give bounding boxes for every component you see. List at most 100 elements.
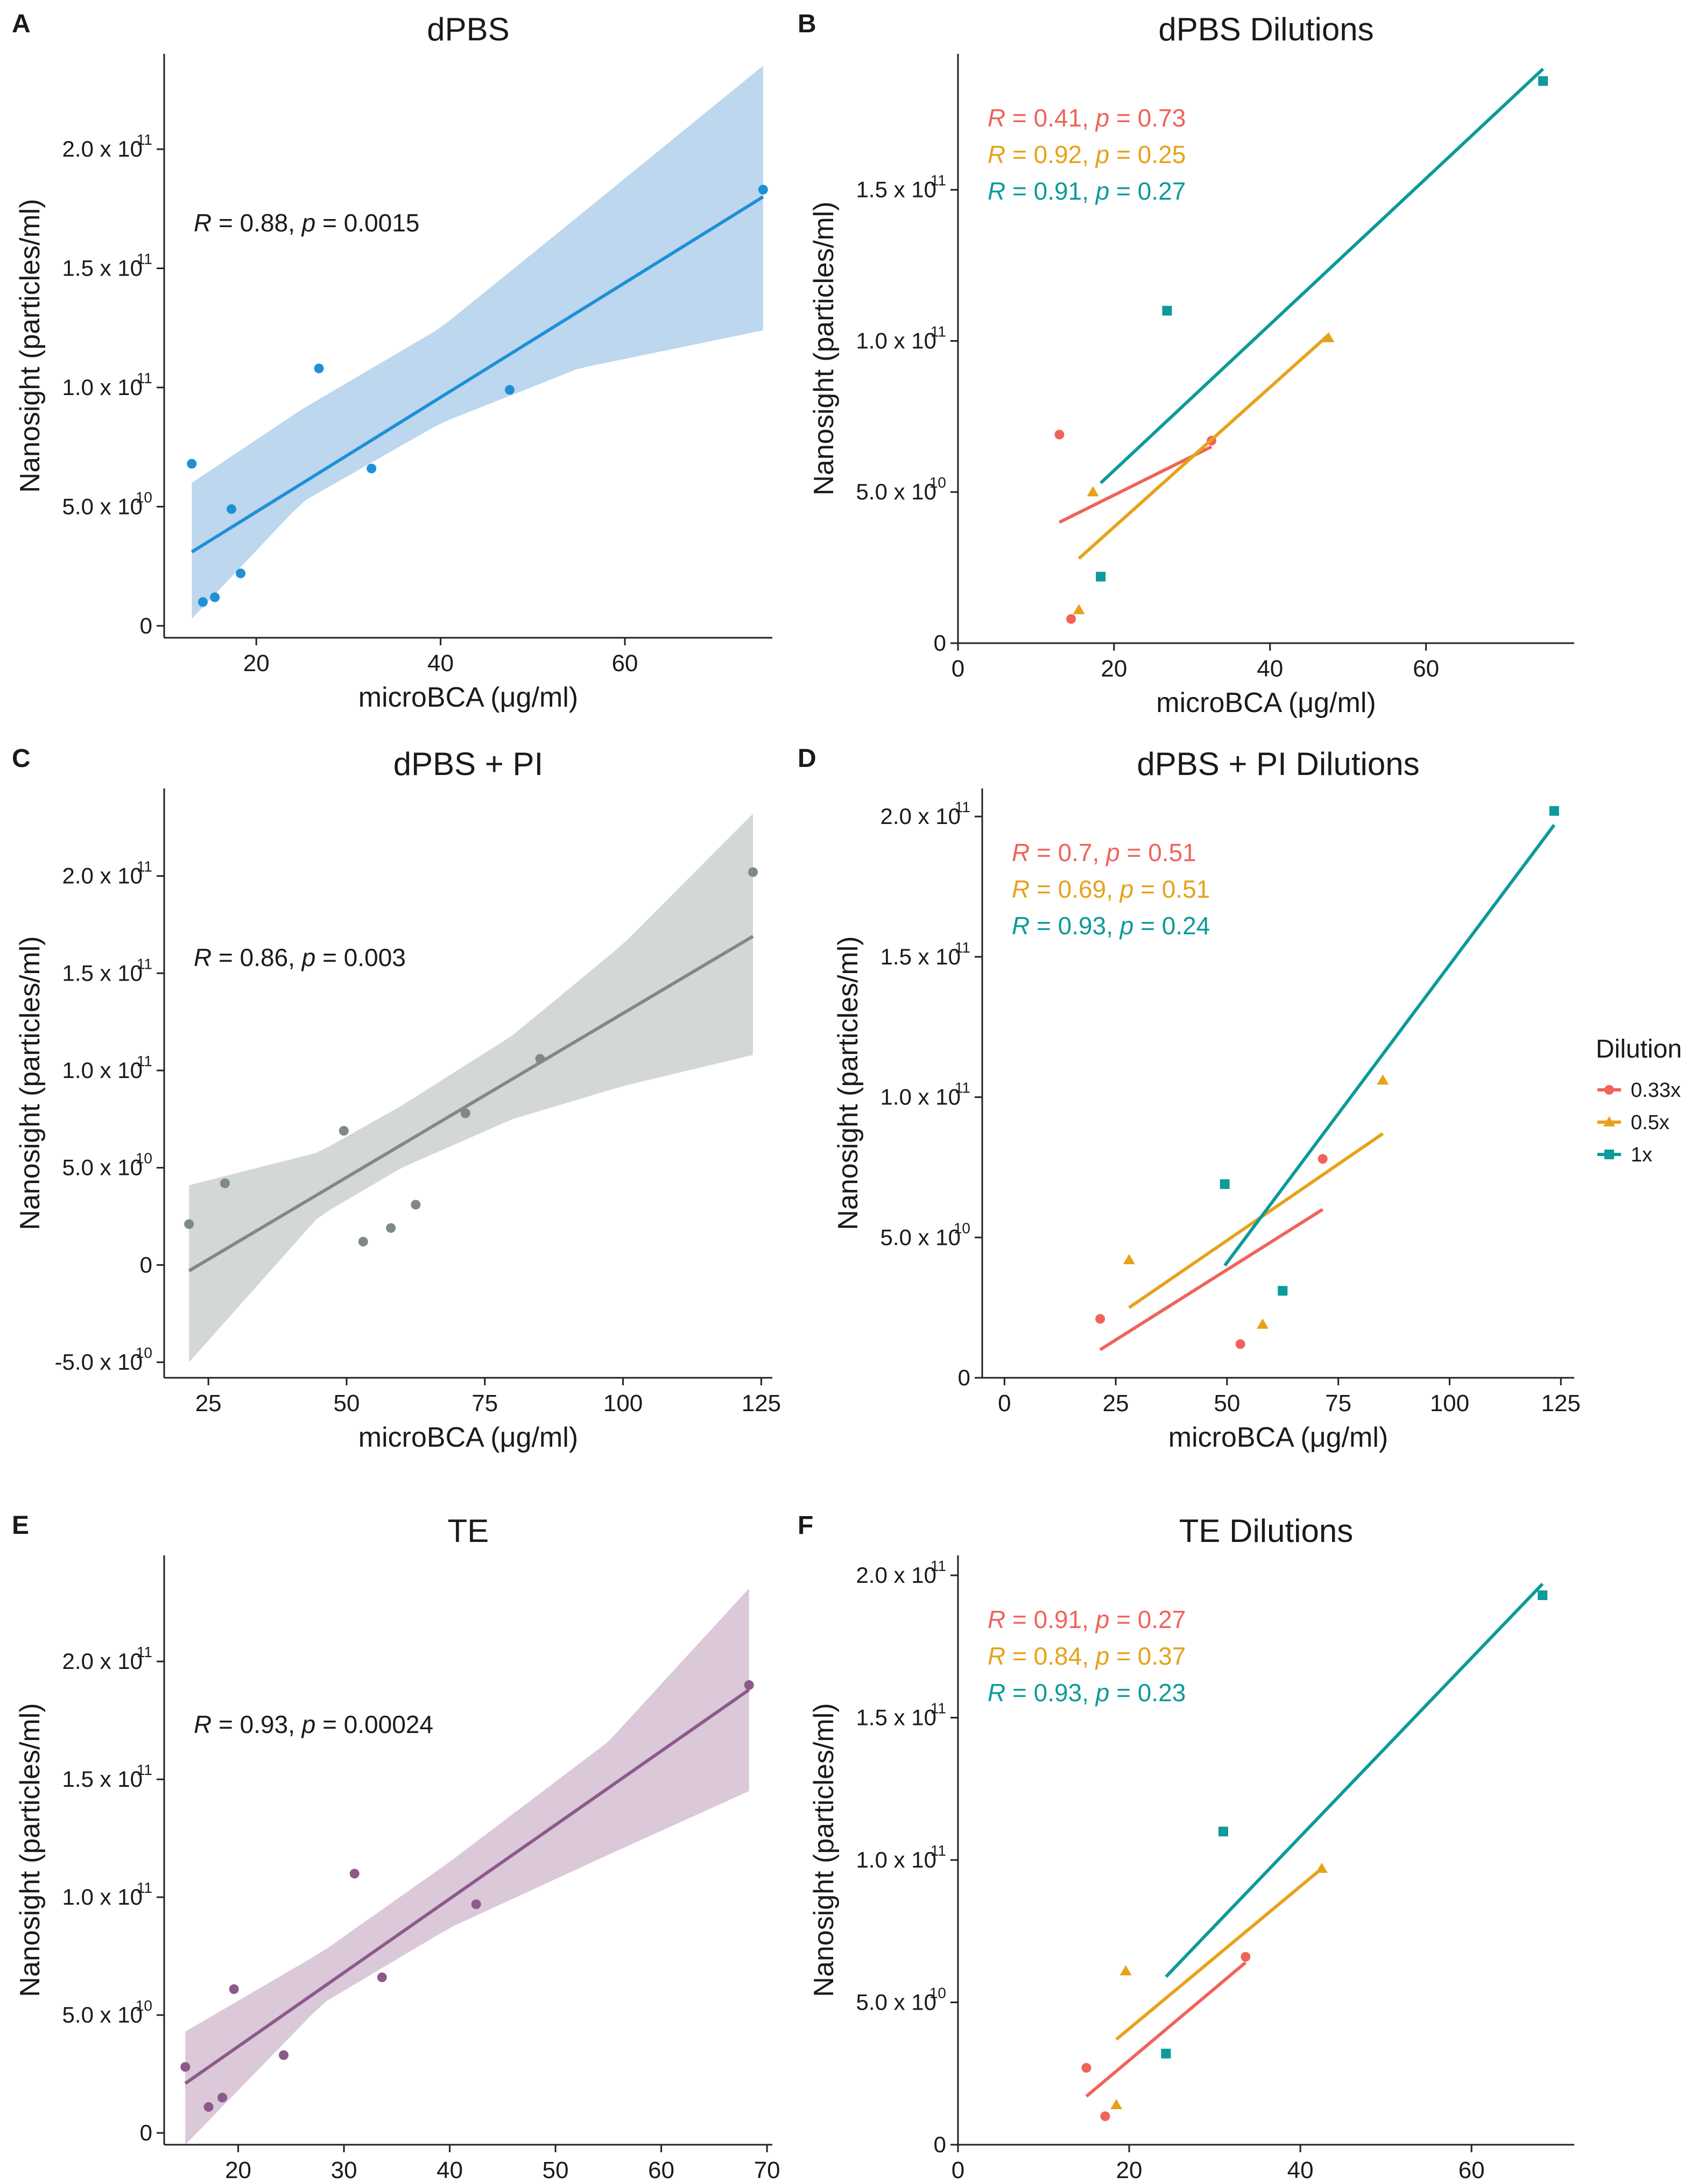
data-point-7 [471,1899,481,1910]
confidence-band [189,814,753,1363]
x-axis-label: microBCA (μg/ml) [1168,1422,1388,1453]
y-tick-exponent-4: 11 [931,1558,946,1574]
y-tick-label-0: 0 [934,630,946,656]
x-axis-label: microBCA (μg/ml) [1156,687,1376,718]
annotation-0: R = 0.88, p = 0.0015 [194,209,420,237]
y-tick-label-1: 5.0 x 10 [62,494,143,519]
x-tick-label-4: 60 [648,2157,674,2183]
chart-title: TE Dilutions [1179,1513,1353,1549]
panel-label: B [798,10,816,38]
data-point-5 [314,363,324,374]
x-tick-label-0: 0 [998,1390,1011,1417]
data-point-0.33x-0 [1054,429,1065,440]
x-tick-label-0: 20 [225,2157,251,2183]
data-point-7 [535,1054,545,1064]
y-tick-exponent-3: 11 [931,1700,946,1717]
data-point-1x-2 [1549,806,1559,816]
data-point-0.33x-0 [1081,2063,1091,2073]
x-tick-label-2: 75 [471,1390,498,1417]
regression-line-1x [1165,1582,1544,1978]
y-tick-exponent-1: 10 [954,1220,970,1236]
data-point-2 [210,592,220,602]
y-tick-label-4: 1.5 x 10 [62,960,143,985]
y-tick-exponent-1: 10 [136,1997,152,2014]
data-point-8 [744,1680,754,1690]
y-tick-exponent-1: 10 [929,1985,946,2002]
data-point-0 [187,459,197,469]
x-tick-label-5: 125 [1541,1390,1580,1417]
annotation-1: R = 0.92, p = 0.25 [988,140,1186,168]
data-point-4 [279,2050,289,2060]
regression-line-0.33x [1085,1961,1247,2098]
x-tick-label-3: 60 [1459,2157,1485,2183]
y-axis-label: Nanosight (particles/ml) [833,936,864,1230]
y-tick-label-2: 1.0 x 10 [856,328,936,353]
data-point-0.5x-0 [1123,1254,1135,1264]
data-point-0.5x-0 [1110,2098,1123,2109]
y-tick-exponent-1: 10 [929,474,946,491]
data-point-0.5x-2 [1315,1862,1328,1873]
y-tick-label-2: 5.0 x 10 [62,1155,143,1180]
data-point-0.33x-0 [1095,1314,1105,1324]
regression-line-0.5x [1077,333,1330,560]
legend-key-marker-1 [1603,1116,1615,1126]
y-tick-exponent-4: 11 [137,955,152,972]
y-tick-label-1: 0 [140,1252,152,1277]
data-point-0.5x-1 [1119,1965,1132,1976]
y-tick-label-4: 2.0 x 10 [880,804,961,829]
y-tick-exponent-1: 10 [136,489,152,505]
data-point-1x-2 [1538,76,1548,86]
y-tick-exponent-3: 11 [137,1053,152,1069]
legend: Dilution 0.33x 0.5x 1x [1596,1035,1682,1166]
x-tick-label-1: 50 [334,1390,360,1417]
data-point-1 [198,597,208,607]
annotation-0: R = 0.91, p = 0.27 [988,1605,1186,1633]
data-point-0 [180,2062,191,2072]
annotation-0: R = 0.86, p = 0.003 [194,943,406,971]
y-tick-exponent-2: 11 [931,1842,946,1859]
data-point-1x-1 [1218,1827,1228,1837]
data-point-3 [226,504,236,514]
data-point-0.5x-1 [1073,604,1085,615]
x-tick-label-2: 40 [436,2157,463,2183]
annotation-0: R = 0.7, p = 0.51 [1012,839,1196,866]
data-point-3 [229,1984,239,1994]
x-tick-label-3: 50 [542,2157,569,2183]
x-tick-label-2: 50 [1214,1390,1240,1417]
y-tick-label-4: 2.0 x 10 [62,1648,143,1674]
y-axis-label: Nanosight (particles/ml) [15,199,46,492]
data-point-6 [367,463,377,474]
data-point-5 [411,1200,421,1210]
data-point-0.33x-2 [1241,1951,1251,1962]
confidence-band [185,1588,749,2145]
regression-line-1x [1223,823,1556,1267]
x-tick-label-4: 125 [742,1390,781,1417]
data-point-1 [203,2102,214,2112]
x-tick-label-0: 0 [952,2157,964,2183]
annotation-2: R = 0.93, p = 0.24 [1012,912,1210,940]
y-axis-label: Nanosight (particles/ml) [808,1703,840,1997]
regression-line-0.33x [1099,1208,1324,1351]
regression-line-0.5x [1115,1867,1323,2041]
x-tick-label-0: 20 [243,650,270,677]
y-tick-label-2: 1.0 x 10 [880,1084,961,1110]
y-tick-label-4: 2.0 x 10 [856,1562,936,1588]
data-point-6 [377,1972,387,1983]
y-tick-label-2: 1.0 x 10 [62,1884,143,1910]
data-point-1x-1 [1162,306,1172,316]
x-tick-label-1: 20 [1101,656,1127,682]
panel-label: A [12,10,31,38]
y-tick-exponent-5: 11 [137,858,152,875]
x-tick-label-0: 25 [195,1390,222,1417]
annotation-2: R = 0.93, p = 0.23 [988,1679,1186,1707]
x-axis-label: microBCA (μg/ml) [358,682,578,713]
y-tick-label-2: 1.0 x 10 [856,1847,936,1872]
data-point-0.5x-1 [1257,1318,1269,1329]
data-point-0.33x-1 [1235,1339,1245,1349]
y-tick-label-3: 1.5 x 10 [880,944,961,969]
